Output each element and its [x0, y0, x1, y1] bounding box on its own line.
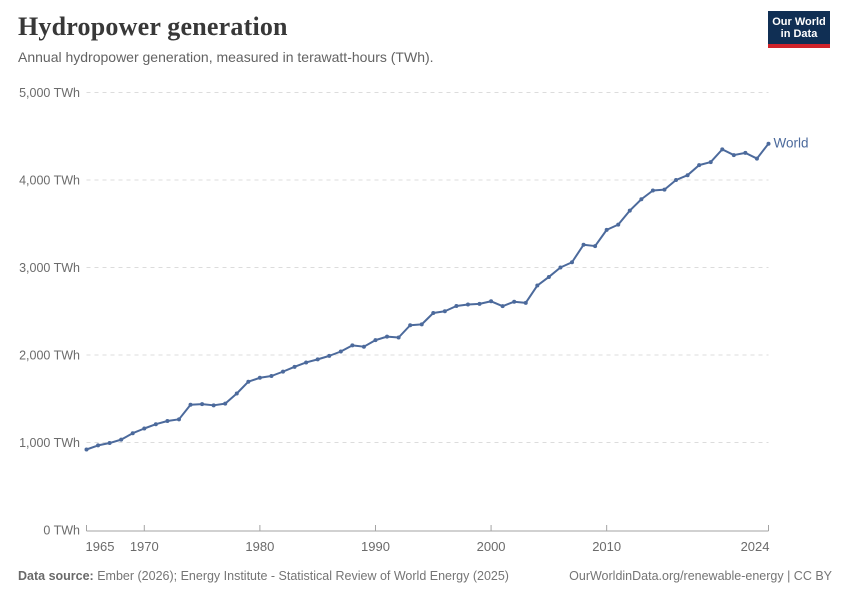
- data-point[interactable]: [674, 178, 679, 182]
- data-point[interactable]: [96, 443, 101, 448]
- data-point[interactable]: [465, 302, 470, 307]
- data-point[interactable]: [142, 426, 147, 431]
- data-point[interactable]: [396, 335, 401, 340]
- data-point[interactable]: [697, 163, 702, 168]
- data-point[interactable]: [269, 374, 274, 378]
- chart-subtitle: Annual hydropower generation, measured i…: [18, 48, 434, 65]
- data-point[interactable]: [581, 242, 586, 247]
- x-tick-label: 1965: [86, 539, 115, 554]
- data-point[interactable]: [315, 357, 320, 362]
- y-axis-label: 1,000 TWh: [19, 436, 80, 450]
- data-point[interactable]: [211, 403, 216, 408]
- owid-link[interactable]: OurWorldinData.org/renewable-energy | CC…: [569, 569, 832, 583]
- chart-header: Hydropower generation Annual hydropower …: [18, 12, 832, 65]
- x-tick-label: 2000: [477, 539, 506, 554]
- data-source-note: Data source: Ember (2026); Energy Instit…: [18, 569, 509, 583]
- owid-logo[interactable]: Our World in Data: [768, 11, 830, 48]
- data-point[interactable]: [130, 431, 135, 436]
- y-axis-label: 3,000 TWh: [19, 261, 80, 275]
- y-axis-label: 2,000 TWh: [19, 349, 80, 363]
- world-series-label[interactable]: World: [774, 136, 809, 151]
- data-point[interactable]: [454, 304, 459, 308]
- x-tick-label: 2010: [592, 539, 621, 554]
- data-point[interactable]: [720, 147, 725, 152]
- data-point[interactable]: [176, 417, 181, 422]
- data-point[interactable]: [246, 379, 251, 384]
- data-point[interactable]: [766, 141, 771, 146]
- data-point[interactable]: [639, 197, 644, 202]
- data-point[interactable]: [569, 260, 574, 265]
- data-point[interactable]: [234, 391, 239, 396]
- data-point[interactable]: [604, 227, 609, 232]
- data-point[interactable]: [292, 364, 297, 369]
- data-point[interactable]: [650, 188, 655, 193]
- y-axis-label: 4,000 TWh: [19, 174, 80, 188]
- data-point[interactable]: [558, 265, 563, 270]
- data-point[interactable]: [361, 344, 366, 349]
- data-point[interactable]: [523, 300, 528, 305]
- owid-logo-line2: in Data: [780, 27, 818, 40]
- y-axis-label: 5,000 TWh: [19, 86, 80, 100]
- data-source-text: Ember (2026); Energy Institute - Statist…: [93, 569, 509, 583]
- data-point[interactable]: [743, 150, 748, 155]
- data-source-label: Data source:: [18, 569, 94, 583]
- data-point[interactable]: [754, 156, 759, 161]
- data-point[interactable]: [500, 304, 505, 309]
- data-point[interactable]: [477, 301, 482, 306]
- data-point[interactable]: [546, 274, 551, 279]
- chart-footer: Data source: Ember (2026); Energy Instit…: [18, 569, 832, 583]
- data-point[interactable]: [119, 437, 124, 442]
- data-point[interactable]: [616, 222, 621, 227]
- data-point[interactable]: [535, 283, 540, 288]
- data-point[interactable]: [200, 402, 205, 407]
- data-point[interactable]: [327, 353, 332, 358]
- data-point[interactable]: [223, 401, 228, 406]
- data-point[interactable]: [627, 208, 632, 213]
- data-point[interactable]: [489, 299, 494, 304]
- data-point[interactable]: [662, 187, 667, 192]
- owid-logo-line1: Our World: [772, 15, 826, 28]
- data-point[interactable]: [84, 447, 89, 452]
- data-point[interactable]: [512, 299, 517, 304]
- data-point[interactable]: [304, 360, 309, 365]
- data-point[interactable]: [408, 323, 413, 328]
- data-point[interactable]: [731, 153, 736, 158]
- data-point[interactable]: [257, 375, 262, 380]
- data-point[interactable]: [188, 402, 193, 407]
- data-point[interactable]: [281, 369, 286, 374]
- x-tick-label: 1980: [245, 539, 274, 554]
- x-tick-label: 2024: [741, 539, 770, 554]
- data-point[interactable]: [708, 160, 713, 165]
- y-axis-label: 0 TWh: [43, 524, 80, 538]
- data-point[interactable]: [350, 343, 355, 348]
- data-point[interactable]: [431, 311, 436, 315]
- data-point[interactable]: [593, 244, 598, 249]
- data-point[interactable]: [153, 422, 158, 427]
- page-title: Hydropower generation: [18, 12, 288, 41]
- data-point[interactable]: [442, 309, 447, 314]
- data-point[interactable]: [107, 441, 112, 446]
- data-point[interactable]: [385, 334, 390, 339]
- data-point[interactable]: [338, 349, 343, 354]
- data-point[interactable]: [419, 322, 424, 327]
- data-point[interactable]: [373, 338, 378, 343]
- data-point[interactable]: [165, 418, 170, 423]
- x-tick-label: 1990: [361, 539, 390, 554]
- x-tick-label: 1970: [130, 539, 159, 554]
- data-point[interactable]: [685, 173, 690, 178]
